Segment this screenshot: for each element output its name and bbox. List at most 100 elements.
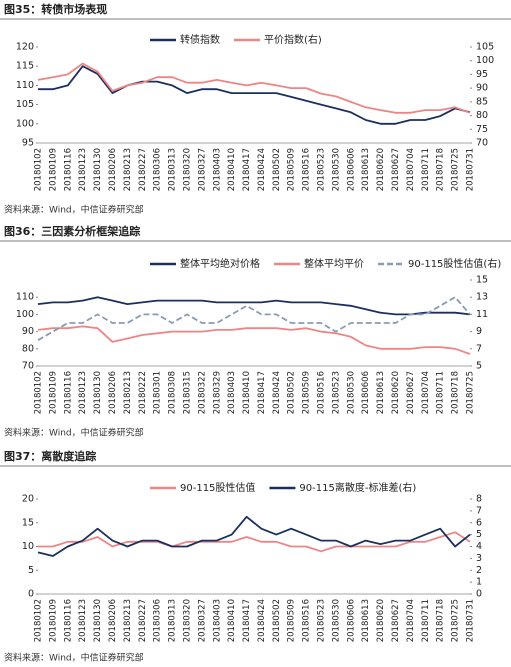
x-tick-label: 20180222 [138,371,148,414]
x-tick-label: 20180516 [317,371,327,414]
series-line [37,62,471,114]
x-tick-label: 20180718 [436,599,446,642]
x-tick-label: 20180606 [346,148,356,191]
x-tick-label: 20180530 [331,599,341,642]
legend-label: 转债指数 [180,33,220,46]
x-tick-label: 20180313 [168,148,178,191]
x-tick-label: 20180530 [346,371,356,414]
x-tick-label: 20180403 [212,148,222,191]
y2-tick-label: 80 [476,110,488,121]
x-tick-label: 20180410 [227,148,237,191]
legend-label: 整体平均平价 [304,257,364,270]
x-tick-label: 20180711 [421,148,431,191]
x-tick-label: 20180606 [346,599,356,642]
y-tick-label: 90 [22,326,34,337]
x-tick-label: 20180523 [317,599,327,642]
y2-tick-label: 6 [476,517,482,528]
x-tick-label: 20180315 [182,371,192,414]
x-tick-label: 20180509 [287,599,297,642]
x-tick-label: 20180213 [123,599,133,642]
y2-tick-label: 5 [476,529,482,540]
y-tick-label: 120 [16,42,34,53]
x-tick-label: 20180620 [376,599,386,642]
x-tick-label: 20180322 [197,371,207,414]
x-tick-label: 20180109 [48,371,58,414]
x-tick-label: 20180509 [287,148,297,191]
x-tick-label: 20180424 [257,599,267,642]
x-tick-label: 20180523 [317,148,327,191]
x-tick-label: 20180718 [451,371,461,414]
x-tick-label: 20180213 [123,371,133,414]
y-tick-label: 70 [22,361,34,372]
x-tick-label: 20180130 [93,371,103,414]
y2-tick-label: 8 [476,494,482,505]
y2-tick-label: 15 [476,275,488,286]
x-tick-label: 20180424 [257,148,267,191]
y-tick-label: 15 [22,517,34,528]
x-tick-label: 20180523 [331,371,341,414]
x-tick-label: 20180627 [406,371,416,414]
x-tick-label: 20180327 [197,599,207,642]
x-tick-label: 20180725 [451,148,461,191]
x-tick-label: 20180711 [436,371,446,414]
x-tick-label: 20180116 [63,148,73,191]
x-tick-label: 20180213 [123,148,133,191]
legend-label: 整体平均绝对价格 [180,257,260,270]
x-tick-label: 20180329 [212,371,222,414]
x-tick-label: 20180327 [197,148,207,191]
series-line [37,296,471,316]
source-note: 资料来源：Wind，中信证券研究部 [4,204,144,216]
y-tick-label: 100 [16,309,34,320]
y2-tick-label: 90 [476,83,488,94]
y2-tick-label: 0 [476,589,482,600]
x-tick-label: 20180109 [48,148,58,191]
series-line [38,65,471,125]
y-tick-label: 80 [22,343,34,354]
x-tick-label: 20180711 [421,599,431,642]
y2-tick-label: 100 [476,55,494,66]
legend-label: 平价指数(右) [264,33,322,46]
y2-tick-label: 85 [476,96,488,107]
x-tick-label: 20180725 [451,599,461,642]
y-tick-label: 100 [16,118,34,129]
x-tick-label: 20180606 [361,371,371,414]
x-tick-label: 20180502 [272,148,282,191]
chart-title: 图35：转债市场表现 [4,2,107,16]
x-tick-label: 20180320 [182,599,192,642]
x-tick-label: 20180227 [138,599,148,642]
x-tick-label: 20180306 [153,599,163,642]
x-tick-label: 20180206 [108,148,118,191]
x-tick-label: 20180102 [34,599,44,642]
x-tick-label: 20180301 [153,371,163,414]
y2-tick-label: 70 [476,138,488,149]
x-tick-label: 20180627 [391,599,401,642]
x-tick-label: 20180704 [406,599,416,642]
x-tick-label: 20180704 [406,148,416,191]
x-tick-label: 20180417 [242,599,252,642]
y-tick-label: 110 [16,292,34,303]
source-note: 资料来源：Wind，中信证券研究部 [4,427,144,439]
x-tick-label: 20180627 [391,148,401,191]
y2-tick-label: 2 [476,565,482,576]
chart-title: 图36：三因素分析框架追踪 [4,224,140,238]
x-tick-label: 20180130 [93,599,103,642]
x-tick-label: 20180206 [108,371,118,414]
x-tick-label: 20180725 [466,371,476,414]
x-tick-label: 20180502 [287,371,297,414]
x-tick-label: 20180102 [34,371,44,414]
x-tick-label: 20180308 [168,371,178,414]
x-tick-label: 20180320 [182,148,192,191]
y-tick-label: 115 [16,61,34,72]
y-tick-label: 105 [16,99,34,110]
x-tick-label: 20180102 [34,148,44,191]
x-tick-label: 20180123 [78,599,88,642]
series-line [38,531,471,553]
x-tick-label: 20180424 [272,371,282,414]
x-tick-label: 20180417 [257,371,267,414]
series-line [37,296,471,341]
x-tick-label: 20180403 [212,599,222,642]
x-tick-label: 20180731 [466,599,476,642]
x-tick-label: 20180613 [361,599,371,642]
x-tick-label: 20180509 [302,371,312,414]
x-tick-label: 20180123 [78,148,88,191]
